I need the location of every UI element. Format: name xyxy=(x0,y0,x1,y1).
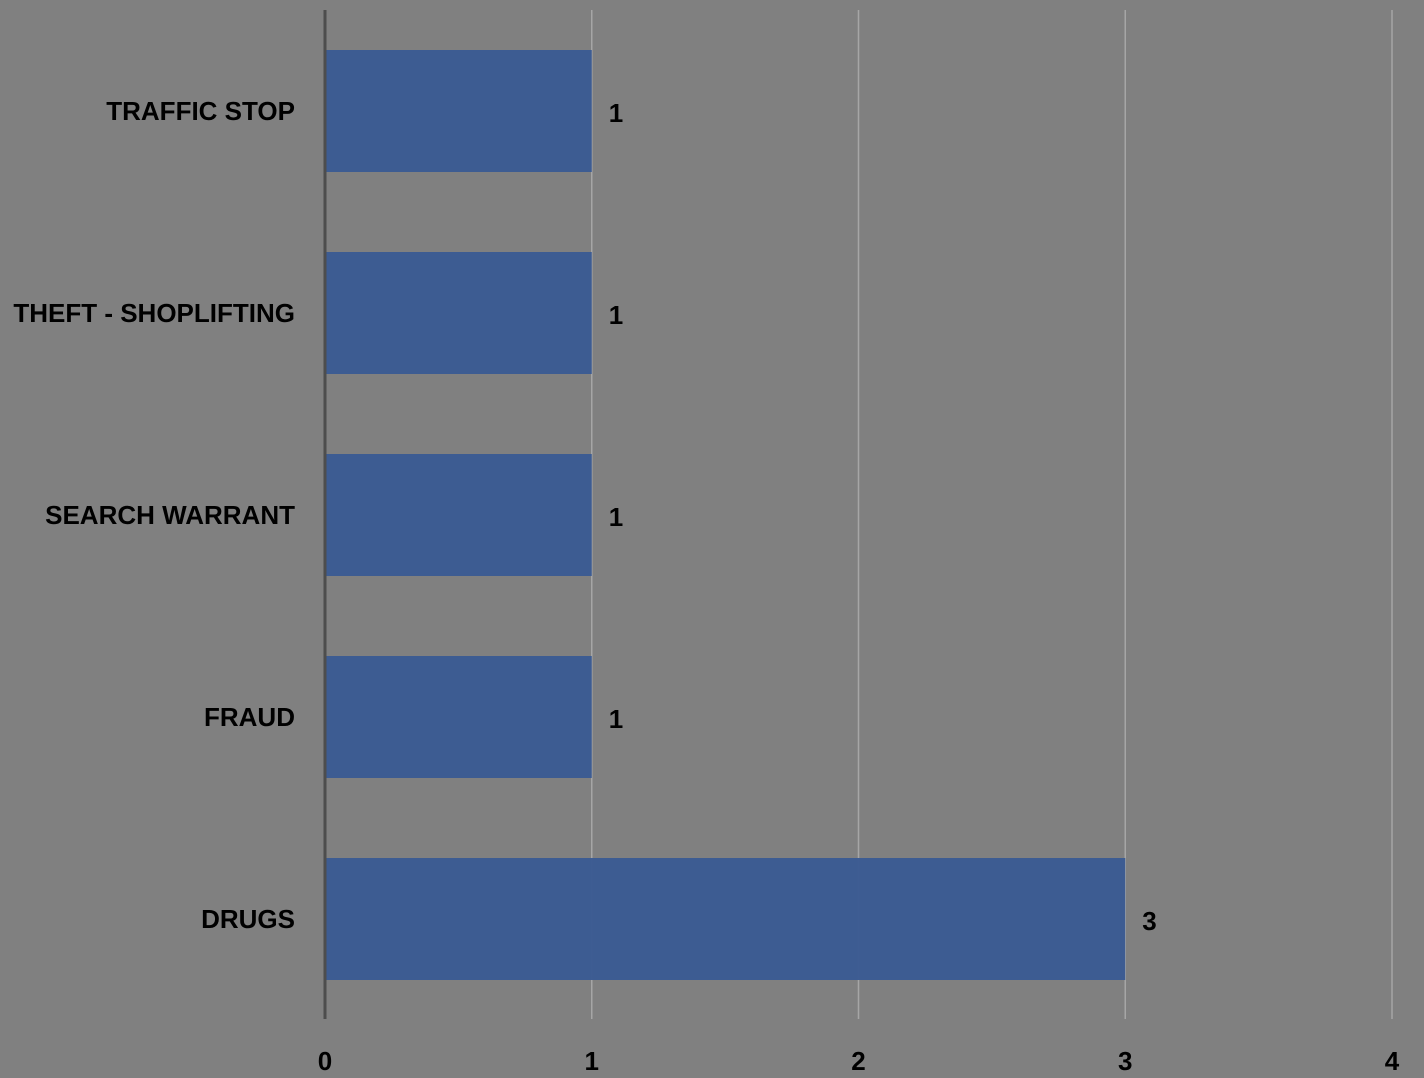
bar-traffic-stop xyxy=(325,50,592,172)
data-label: 1 xyxy=(609,502,623,532)
bars xyxy=(325,50,1126,980)
category-label: FRAUD xyxy=(204,702,295,732)
category-label: THEFT - SHOPLIFTING xyxy=(13,298,295,328)
x-tick-label-3: 3 xyxy=(1118,1046,1132,1073)
data-label: 1 xyxy=(609,300,623,330)
x-tick-label-4: 4 xyxy=(1385,1046,1400,1073)
x-tick-label-2: 2 xyxy=(851,1046,865,1073)
bar-drugs xyxy=(325,858,1126,980)
data-label: 1 xyxy=(609,704,623,734)
bar-theft-shoplifting xyxy=(325,252,592,374)
x-tick-label-0: 0 xyxy=(318,1046,332,1073)
category-label: SEARCH WARRANT xyxy=(45,500,295,530)
bar-fraud xyxy=(325,656,592,778)
labels: 0 1 2 3 4 TRAFFIC STOP 1 THEFT - SHOPLIFTING 1 SE… xyxy=(13,96,1400,1076)
category-label: DRUGS xyxy=(201,904,295,934)
bar-search-warrant xyxy=(325,454,592,576)
data-label: 1 xyxy=(609,98,623,128)
category-label: TRAFFIC STOP xyxy=(106,96,295,126)
data-label: 3 xyxy=(1142,906,1156,936)
x-tick-label-1: 1 xyxy=(585,1046,599,1073)
